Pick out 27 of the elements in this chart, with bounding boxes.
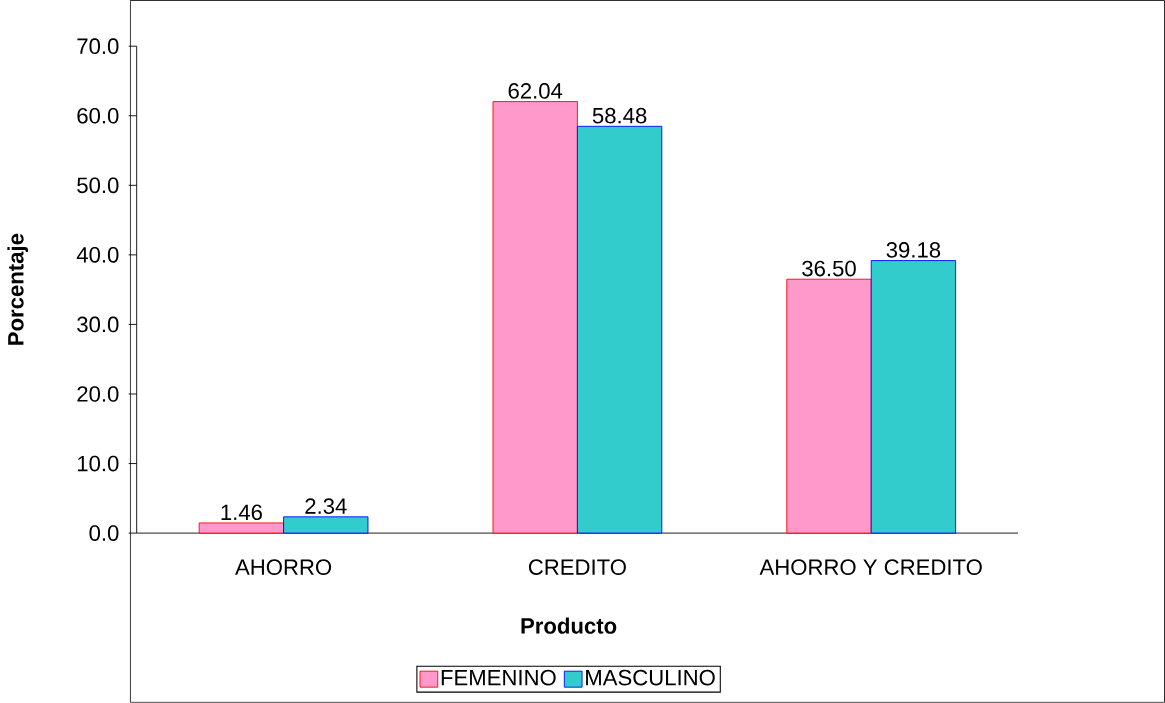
bar — [576, 125, 663, 534]
y-tick-label: 20.0 — [77, 386, 119, 402]
data-label: 1.46 — [221, 504, 262, 521]
y-tick-label: 70.0 — [77, 38, 119, 55]
legend-label: MASCULINO — [586, 669, 715, 686]
y-axis-title: Porcentaje — [7, 233, 29, 345]
x-tick-label: AHORRO — [235, 559, 332, 576]
x-tick-label: AHORRO Y CREDITO — [759, 559, 982, 576]
data-label: 2.34 — [305, 498, 347, 515]
data-label: 39.18 — [886, 242, 941, 258]
y-tick-label: 0.0 — [89, 525, 119, 542]
y-tick-label: 50.0 — [77, 177, 119, 194]
y-tick-label: 60.0 — [77, 108, 119, 124]
bar — [283, 516, 369, 534]
y-tick-label: 40.0 — [76, 247, 119, 263]
bar — [870, 260, 957, 534]
bar — [492, 101, 578, 534]
x-tick-label: CREDITO — [528, 559, 626, 576]
y-tick-label: 10.0 — [77, 455, 119, 472]
x-axis-title: Producto — [521, 617, 617, 634]
legend-label: FEMENINO — [441, 669, 556, 686]
data-label: 62.04 — [508, 83, 563, 99]
y-tick-label: 30.0 — [77, 316, 119, 333]
data-label: 58.48 — [592, 107, 647, 124]
bar — [198, 522, 285, 534]
bar — [786, 278, 872, 534]
data-label: 36.50 — [802, 260, 856, 277]
